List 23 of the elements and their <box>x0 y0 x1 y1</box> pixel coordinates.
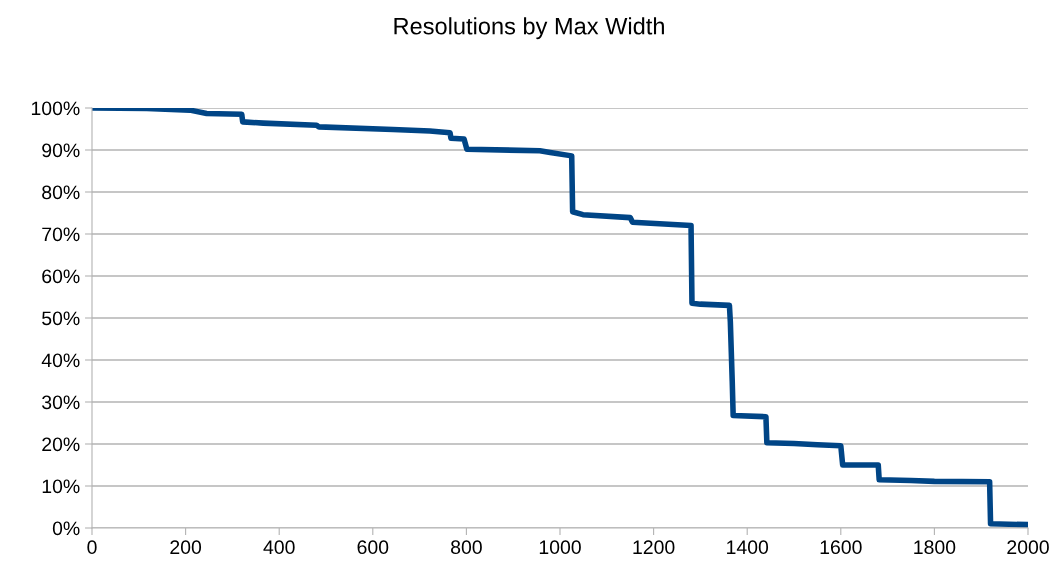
y-tick-label: 20% <box>42 437 80 452</box>
y-tick-label: 70% <box>42 227 80 242</box>
y-tick-label: 0% <box>52 521 80 536</box>
x-tick-label: 1600 <box>820 540 862 555</box>
chart-title: Resolutions by Max Width <box>394 17 664 40</box>
x-tick-label: 1200 <box>633 540 675 555</box>
y-tick-label: 30% <box>42 395 80 410</box>
x-tick-label: 0 <box>87 540 97 555</box>
x-tick-label: 2000 <box>1007 540 1049 555</box>
x-tick-label: 400 <box>263 540 295 555</box>
x-tick-label: 800 <box>451 540 482 555</box>
x-tick-label: 200 <box>170 540 202 555</box>
y-tick-label: 50% <box>42 311 80 326</box>
y-tick-label: 100% <box>31 101 80 116</box>
y-tick-label: 80% <box>42 185 80 200</box>
x-tick-label: 600 <box>357 540 389 555</box>
x-tick-label: 1400 <box>727 540 769 555</box>
y-tick-label: 40% <box>41 353 80 368</box>
y-tick-label: 90% <box>42 143 80 158</box>
x-tick-label: 1000 <box>539 540 581 555</box>
x-tick-label: 1800 <box>914 540 956 555</box>
y-tick-label: 60% <box>42 269 80 284</box>
y-tick-label: 10% <box>42 479 80 494</box>
